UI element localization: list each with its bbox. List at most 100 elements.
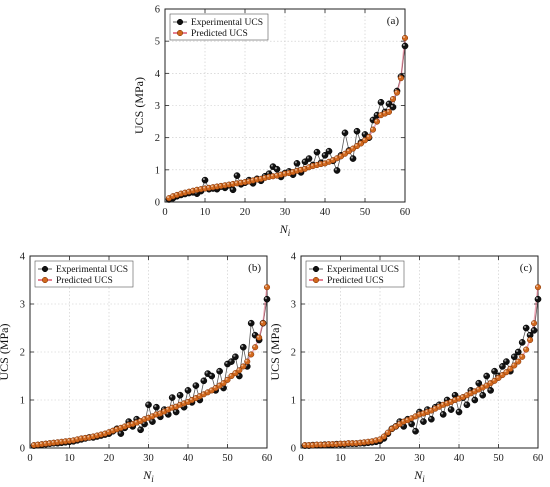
marker-highlight <box>299 167 301 170</box>
data-point-predicted <box>240 363 247 370</box>
marker-highlight <box>295 168 297 171</box>
marker-highlight <box>334 442 337 445</box>
marker-highlight <box>476 381 479 384</box>
marker-highlight <box>302 443 305 446</box>
x-axis-title-main: N <box>142 468 152 482</box>
marker-highlight <box>239 180 242 183</box>
marker-highlight <box>421 411 424 414</box>
marker-highlight <box>362 132 366 135</box>
marker-highlight <box>162 409 165 412</box>
data-point-experimental <box>353 127 361 135</box>
marker-highlight <box>401 419 404 422</box>
data-point-experimental <box>463 401 471 409</box>
marker-highlight <box>383 111 385 114</box>
marker-highlight <box>367 135 369 138</box>
data-point-predicted <box>256 334 263 341</box>
data-point-experimental <box>518 339 526 346</box>
data-point-experimental <box>530 327 538 334</box>
marker-highlight <box>327 159 329 162</box>
marker-highlight <box>390 104 394 108</box>
marker-highlight <box>366 439 369 442</box>
x-axis-title-main: N <box>413 468 423 482</box>
marker-highlight <box>484 383 487 386</box>
marker-highlight <box>441 402 444 405</box>
y-tick-label: 4 <box>291 252 297 263</box>
marker-highlight <box>215 184 218 187</box>
marker-highlight <box>207 185 210 188</box>
x-tick-label: 20 <box>240 207 251 218</box>
marker-highlight <box>476 387 479 390</box>
data-point-experimental <box>176 391 184 399</box>
marker-highlight <box>413 414 416 417</box>
marker-highlight <box>355 144 357 147</box>
data-point-experimental <box>293 160 301 167</box>
marker-highlight <box>531 328 535 331</box>
marker-highlight <box>524 347 527 350</box>
marker-highlight <box>425 410 428 412</box>
marker-highlight <box>370 117 374 120</box>
x-tick-label: 30 <box>143 453 154 464</box>
legend-box <box>34 260 134 288</box>
marker-highlight <box>500 373 503 376</box>
y-axis-title: UCS (MPa) <box>268 323 282 380</box>
x-tick-label: 50 <box>493 453 504 464</box>
marker-highlight <box>217 369 220 372</box>
marker-highlight <box>253 345 256 348</box>
marker-highlight <box>67 438 70 441</box>
marker-highlight <box>259 176 261 179</box>
data-point-predicted <box>260 320 267 327</box>
marker-highlight <box>146 415 149 418</box>
y-axis-title: UCS (MPa) <box>0 323 11 380</box>
legend-label: Experimental UCS <box>56 265 128 275</box>
data-point-experimental <box>455 408 463 416</box>
marker-highlight <box>488 388 491 391</box>
data-point-predicted <box>369 126 377 133</box>
marker-highlight <box>59 439 62 442</box>
marker-highlight <box>223 183 226 186</box>
marker-highlight <box>249 321 252 324</box>
data-point-predicted <box>519 353 526 360</box>
marker-highlight <box>395 90 397 93</box>
marker-highlight <box>171 194 174 197</box>
marker-highlight <box>347 149 349 152</box>
marker-highlight <box>532 321 535 324</box>
marker-highlight <box>146 402 149 405</box>
marker-highlight <box>261 321 264 324</box>
marker-highlight <box>354 441 357 444</box>
marker-highlight <box>275 173 277 176</box>
marker-highlight <box>134 417 137 420</box>
y-tick-label: 1 <box>20 396 25 407</box>
marker-highlight <box>201 378 204 381</box>
x-tick-label: 60 <box>262 453 273 464</box>
data-point-predicted <box>531 320 538 327</box>
y-tick-label: 2 <box>20 348 25 359</box>
marker-highlight <box>154 405 157 408</box>
x-tick-label: 40 <box>183 453 194 464</box>
marker-highlight <box>287 171 289 174</box>
marker-highlight <box>520 354 523 357</box>
y-tick-label: 3 <box>20 300 25 311</box>
marker-highlight <box>527 333 531 336</box>
data-point-experimental <box>522 324 530 332</box>
marker-highlight <box>417 412 420 415</box>
marker-highlight <box>267 174 269 177</box>
legend-marker <box>176 18 184 26</box>
y-tick-label: 3 <box>291 300 296 311</box>
marker-highlight <box>342 441 345 444</box>
marker-highlight <box>315 163 317 166</box>
marker-highlight <box>265 285 267 288</box>
marker-highlight <box>138 427 141 430</box>
marker-highlight <box>500 364 503 367</box>
data-point-predicted <box>389 96 397 103</box>
marker-highlight <box>31 443 34 446</box>
marker-highlight <box>183 190 186 193</box>
marker-highlight <box>219 183 222 186</box>
marker-highlight <box>421 419 424 422</box>
marker-highlight <box>397 422 400 424</box>
marker-highlight <box>378 437 380 440</box>
x-tick-label: 10 <box>335 453 346 464</box>
data-point-experimental <box>333 167 341 174</box>
marker-highlight <box>375 119 377 122</box>
data-point-experimental <box>137 426 144 434</box>
marker-highlight <box>63 439 66 442</box>
